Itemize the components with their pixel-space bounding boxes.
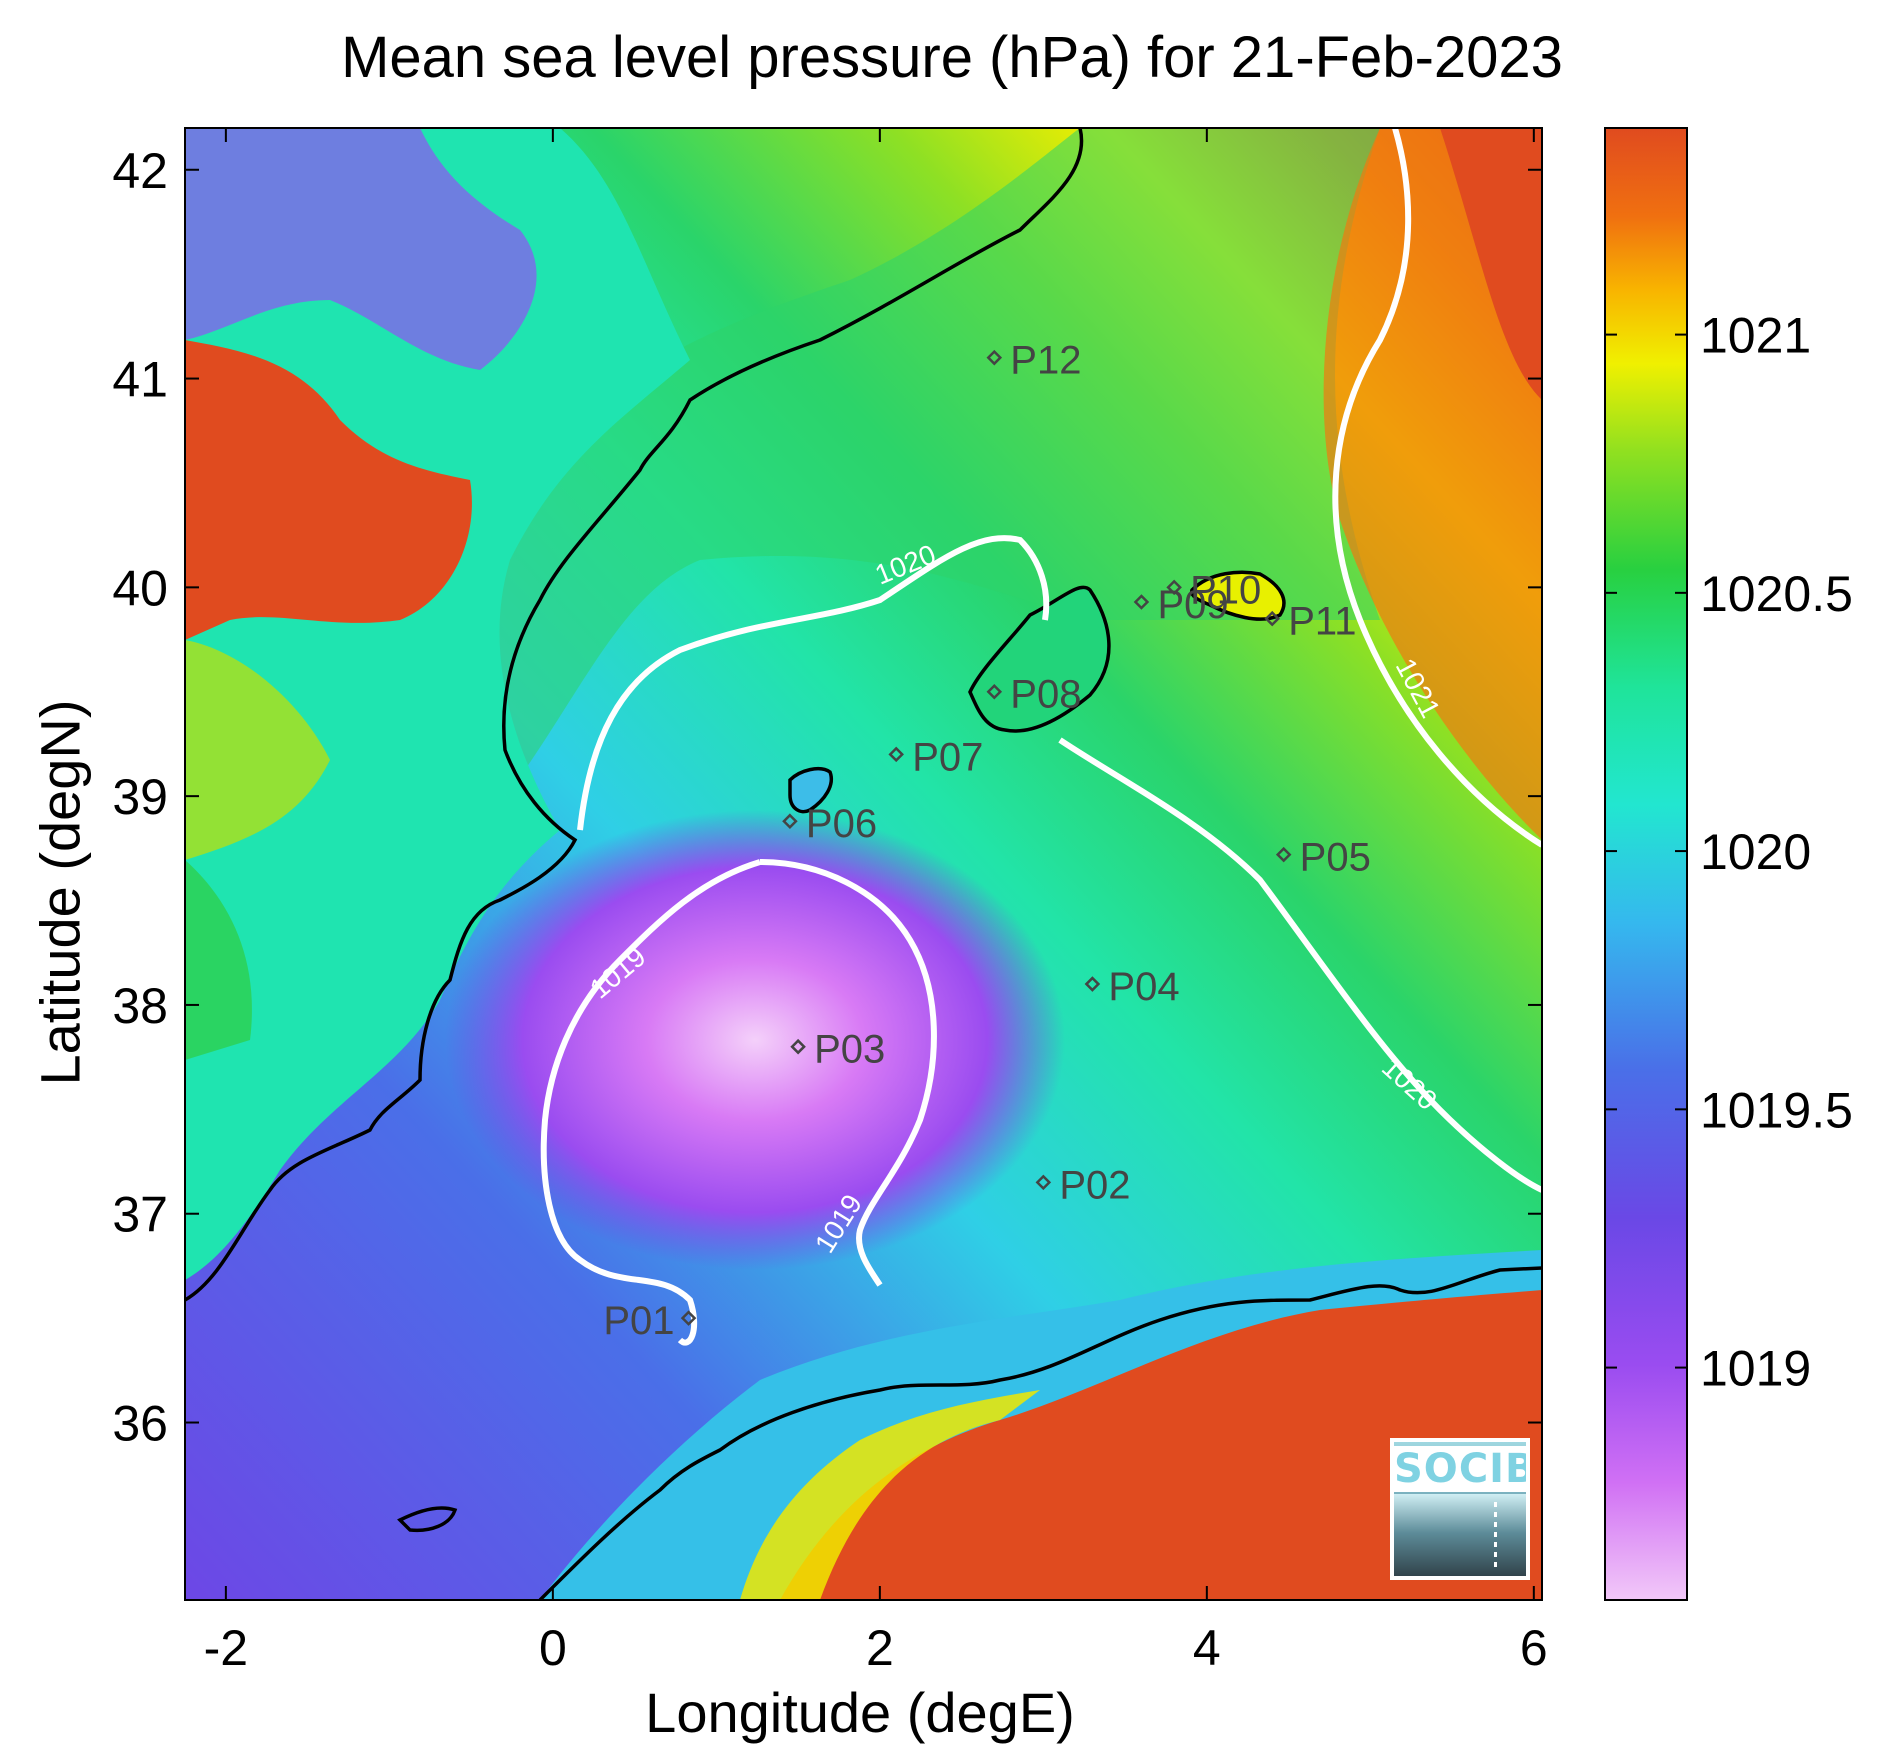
map-field: 1019 1019 1020 1020 1021 P01P02P03P04P05… [185, 128, 1542, 1600]
station-p01: P01 [603, 1299, 697, 1343]
station-label: P09 [1157, 583, 1228, 627]
station-marker [1166, 579, 1182, 596]
x-axis: -2 0 2 4 6 [204, 128, 1548, 1676]
y-tick-label: 41 [112, 352, 168, 408]
y-tick-label: 39 [112, 769, 168, 825]
y-tick-label: 37 [112, 1187, 168, 1243]
y-tick-label: 36 [112, 1396, 168, 1452]
station-label: P10 [1190, 568, 1261, 612]
station-marker [782, 813, 798, 829]
y-tick-label: 40 [112, 560, 168, 616]
station-p09: P09 [1133, 583, 1229, 627]
station-label: P03 [814, 1028, 885, 1072]
station-marker [790, 1038, 806, 1055]
station-p11: P11 [1264, 600, 1356, 644]
station-marker [1133, 594, 1150, 610]
colorbar-tick-label: 1021 [1700, 308, 1811, 364]
station-marker [680, 1310, 697, 1326]
colorbar-ticks: 1019 1019.5 1020 1020.5 1021 [1605, 308, 1853, 1397]
x-tick-label: -2 [204, 1620, 248, 1676]
x-tick-label: 4 [1193, 1620, 1221, 1676]
station-marker [1084, 976, 1101, 992]
station-label: P11 [1288, 600, 1356, 644]
y-tick-label: 42 [112, 143, 168, 199]
station-marker [1275, 846, 1292, 863]
socib-logo: SOCIB [1390, 1438, 1530, 1580]
isobars [540, 128, 1542, 1346]
station-label: P04 [1108, 965, 1179, 1009]
x-axis-label: Longitude (degE) [645, 1681, 1075, 1744]
station-label: P01 [603, 1299, 674, 1343]
station-label: P02 [1059, 1163, 1130, 1207]
colorbar [1604, 127, 1688, 1601]
x-tick-label: 2 [866, 1620, 894, 1676]
x-tick-label: 0 [539, 1620, 567, 1676]
colorbar-tick-label: 1020.5 [1700, 566, 1853, 622]
station-p06: P06 [782, 802, 877, 846]
colorbar-tick-label: 1019 [1700, 1341, 1811, 1397]
station-p02: P02 [1035, 1163, 1131, 1207]
station-label: P06 [806, 802, 877, 846]
station-p05: P05 [1275, 836, 1371, 880]
station-label: P08 [1010, 673, 1081, 717]
coastline [185, 128, 1542, 1600]
station-marker [986, 683, 1003, 700]
logo-graphic [1394, 1494, 1526, 1576]
logo-dots [1494, 1502, 1497, 1572]
station-p07: P07 [888, 735, 983, 779]
station-marker [1035, 1174, 1052, 1191]
x-tick-label: 6 [1520, 1620, 1548, 1676]
station-p04: P04 [1084, 965, 1180, 1009]
station-p08: P08 [986, 673, 1081, 717]
station-label: P12 [1010, 339, 1081, 383]
colorbar-tick-label: 1020 [1700, 824, 1811, 880]
y-axis: 36 37 38 39 40 41 42 [112, 143, 1542, 1452]
colorbar-tick-label: 1019.5 [1700, 1082, 1853, 1138]
logo-text: SOCIB [1394, 1446, 1530, 1492]
station-p03: P03 [790, 1028, 885, 1072]
station-label: P05 [1300, 836, 1371, 880]
station-p10: P10 [1166, 568, 1261, 612]
station-marker [1264, 610, 1280, 627]
station-marker [888, 746, 904, 763]
station-marker [986, 349, 1003, 366]
station-p12: P12 [986, 339, 1081, 383]
station-label: P07 [912, 735, 983, 779]
chart-title: Mean sea level pressure (hPa) for 21-Feb… [341, 25, 1563, 90]
y-axis-label: Latitude (degN) [28, 699, 92, 1086]
y-tick-label: 38 [112, 978, 168, 1034]
